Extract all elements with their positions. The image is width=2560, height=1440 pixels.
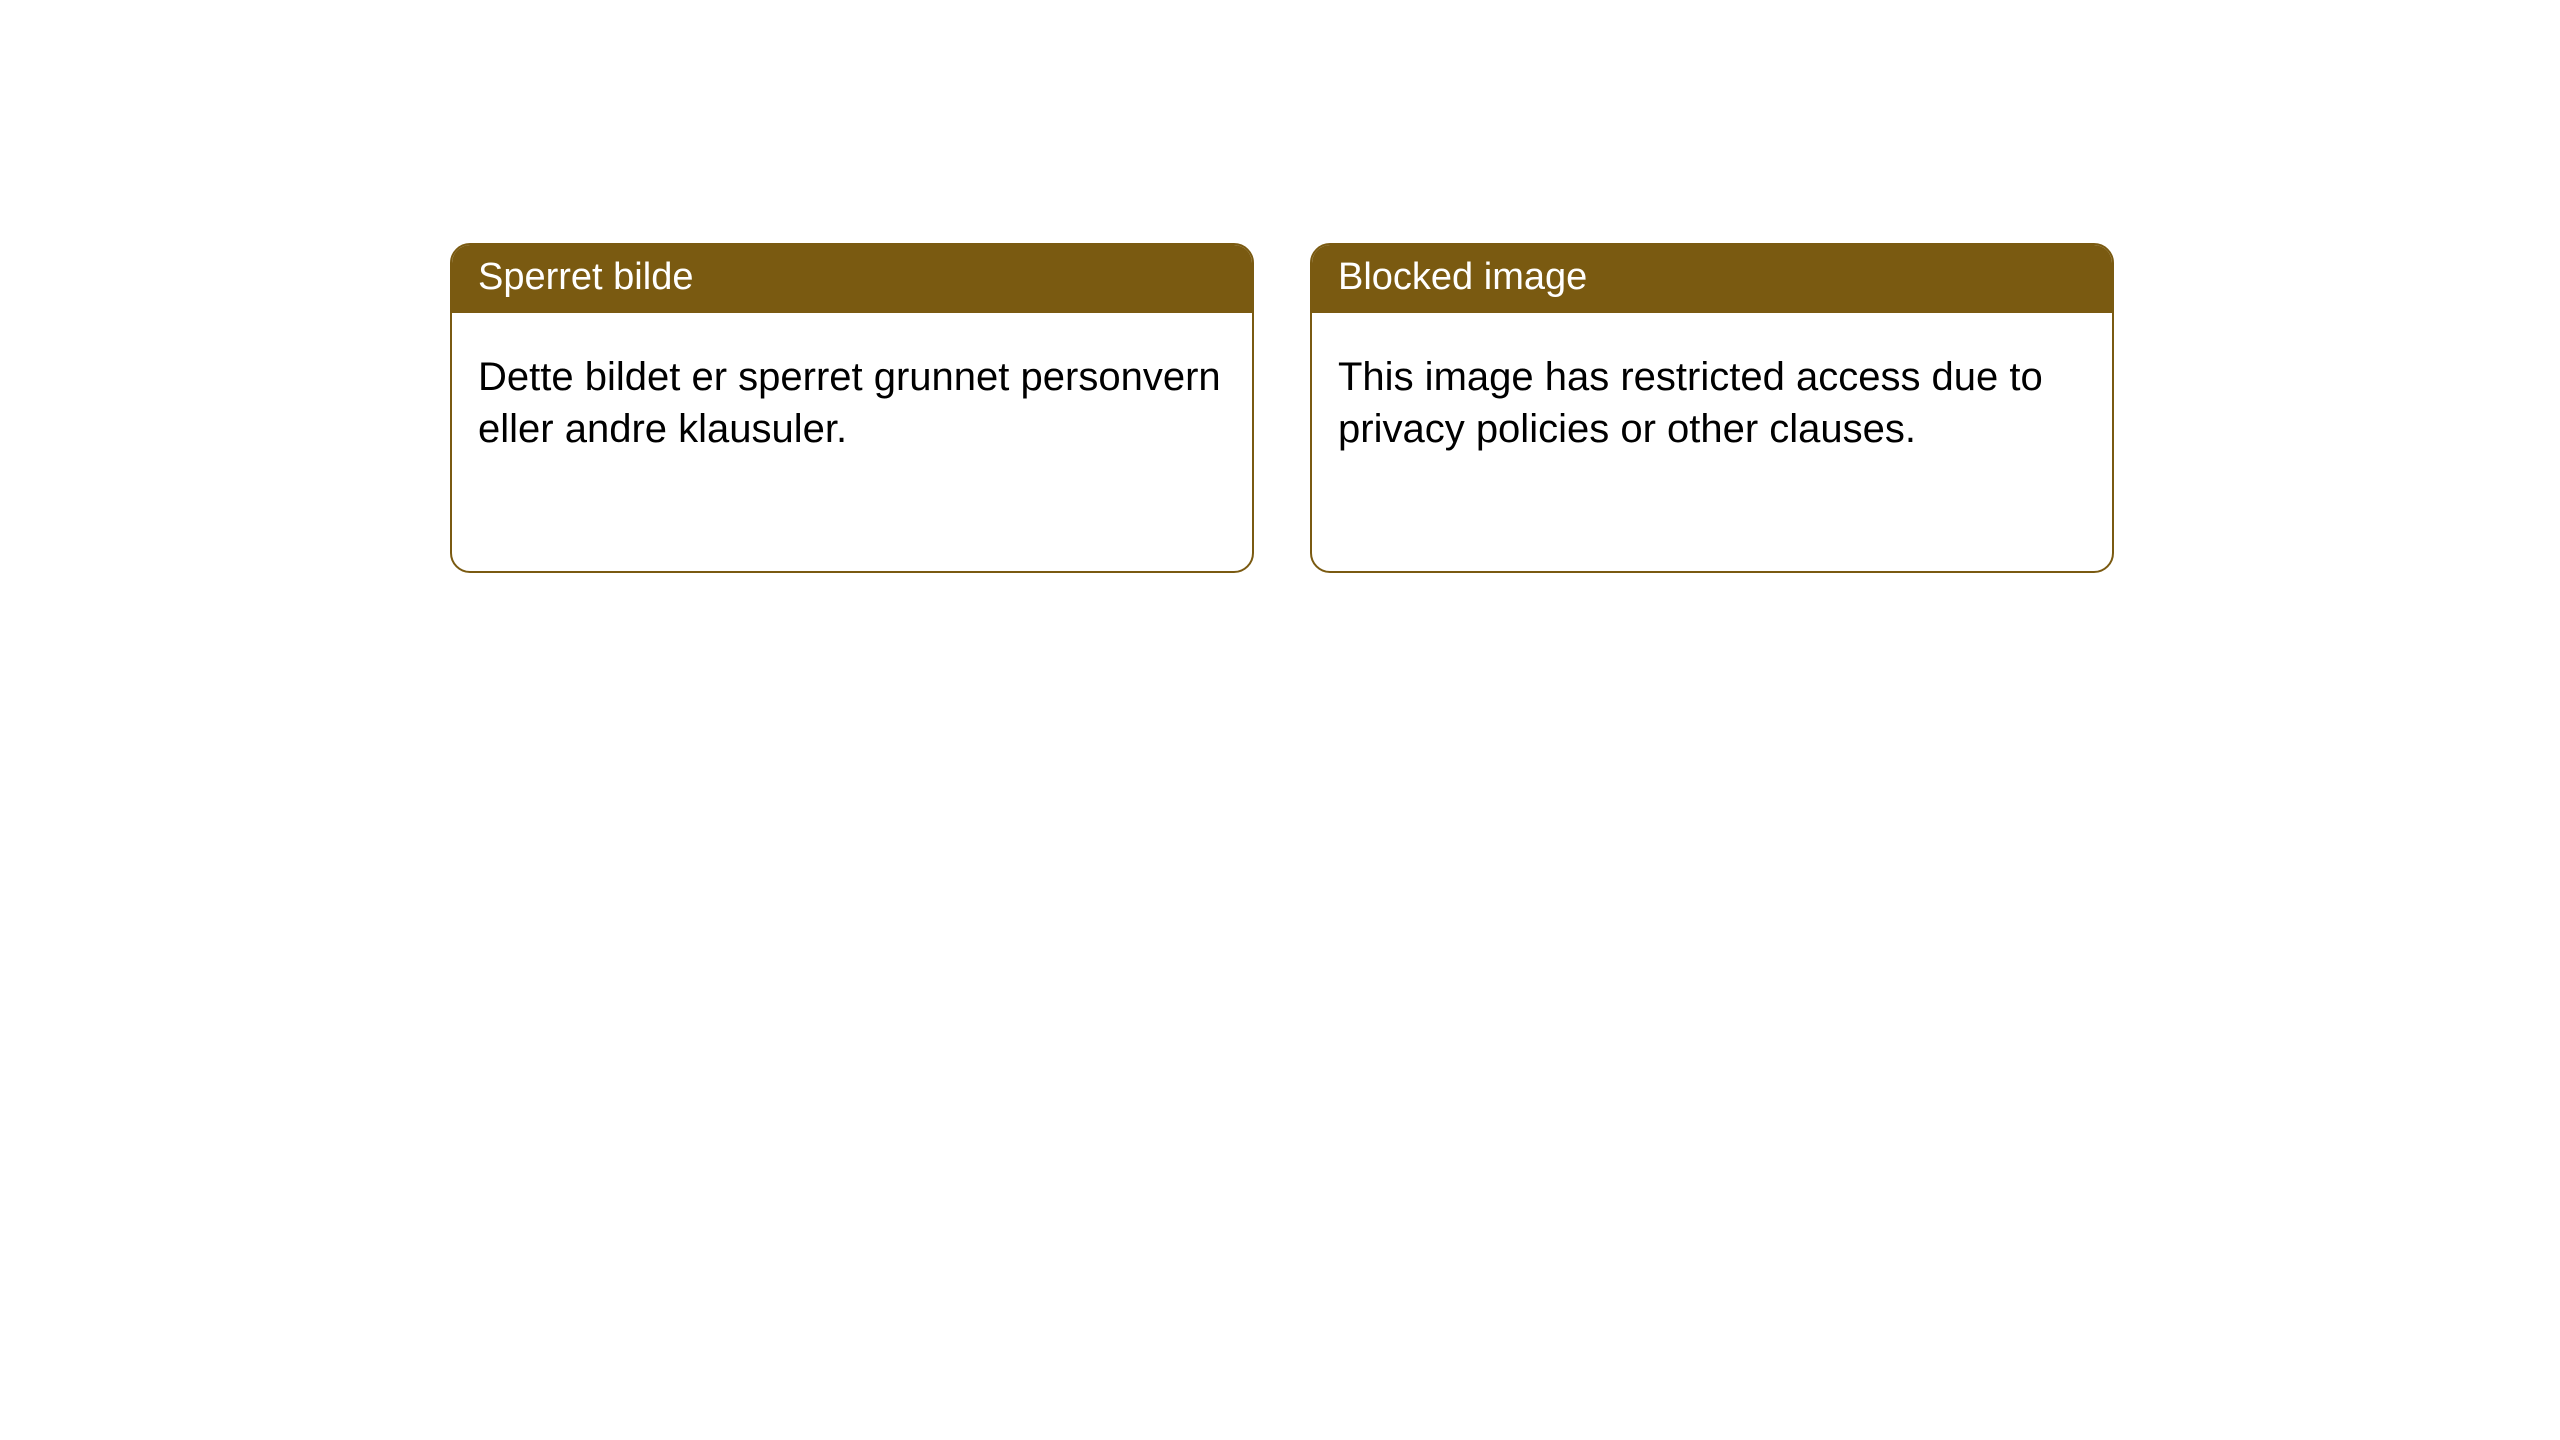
notice-container: Sperret bilde Dette bildet er sperret gr…: [0, 0, 2560, 573]
notice-card-english: Blocked image This image has restricted …: [1310, 243, 2114, 573]
notice-body-english: This image has restricted access due to …: [1312, 313, 2112, 495]
notice-title-english: Blocked image: [1312, 245, 2112, 313]
notice-card-norwegian: Sperret bilde Dette bildet er sperret gr…: [450, 243, 1254, 573]
notice-body-norwegian: Dette bildet er sperret grunnet personve…: [452, 313, 1252, 495]
notice-title-norwegian: Sperret bilde: [452, 245, 1252, 313]
